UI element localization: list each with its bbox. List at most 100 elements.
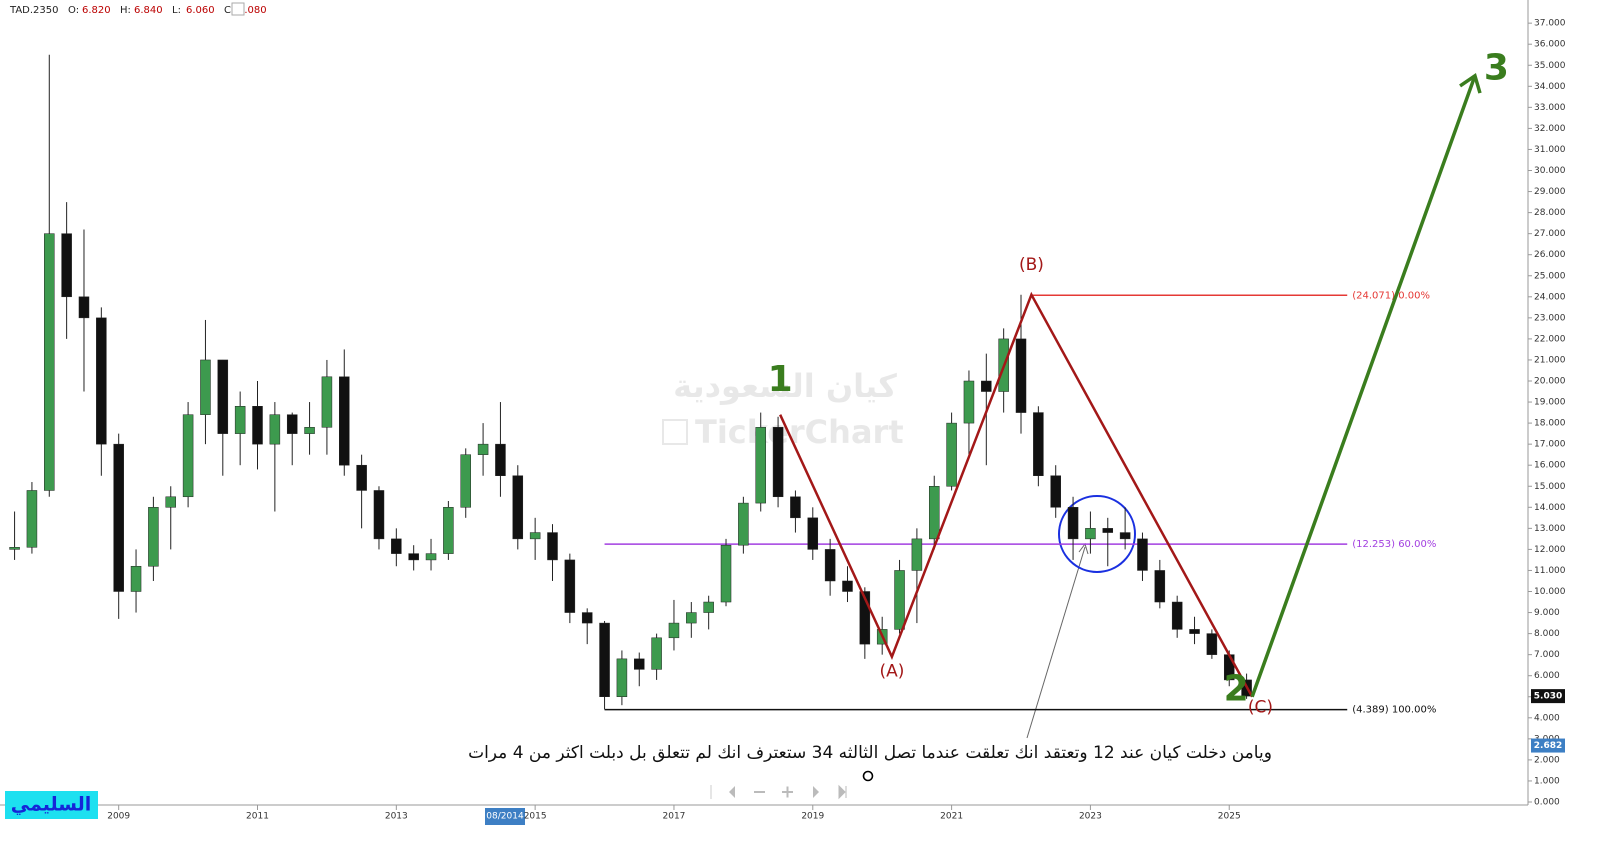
candle-body (911, 538, 923, 571)
y-tick-label: 10.000 (1534, 587, 1566, 597)
y-tick-label: 14.000 (1534, 503, 1566, 513)
wave-label: 3 (1484, 47, 1509, 88)
candle-body (252, 406, 263, 445)
nav-end[interactable] (838, 784, 847, 800)
y-tick-label: 22.000 (1534, 334, 1566, 344)
y-tick-label: 4.000 (1534, 713, 1560, 723)
candle-body (460, 454, 471, 508)
nav-controls (710, 784, 847, 800)
x-tick-label: 2011 (246, 812, 269, 822)
candle-body (686, 612, 697, 624)
candle-body (1102, 528, 1114, 533)
candle-body (807, 517, 819, 550)
y-tick-label: 8.000 (1534, 629, 1560, 639)
y-tick-label: 21.000 (1534, 355, 1566, 365)
candle-body (148, 507, 159, 567)
wave-label: (C) (1248, 697, 1273, 717)
y-tick-label: 26.000 (1534, 250, 1566, 260)
candle-body (9, 547, 20, 550)
candle-body (963, 380, 975, 424)
author-box (5, 791, 98, 819)
candle-body (772, 427, 784, 498)
y-tick-label: 30.000 (1534, 166, 1566, 176)
candle-body (304, 427, 315, 434)
x-tick-label: 2019 (801, 812, 824, 822)
date-badge: 08/2014 (486, 812, 524, 822)
candle-body (1154, 570, 1166, 603)
y-tick-label: 16.000 (1534, 461, 1566, 471)
annotation: ويامن دخلت كيان عند 12 وتعتقد انك تعلقت … (468, 743, 1272, 763)
y-tick-label: 25.000 (1534, 271, 1566, 281)
candle-body (720, 544, 732, 603)
candle-body (824, 549, 836, 582)
candle-body (1119, 532, 1131, 540)
candle-body (703, 601, 714, 613)
ohlc-value: 6.820 (82, 5, 111, 16)
watermark: كيان السعودية TickerChart (662, 367, 904, 451)
nav-right[interactable] (813, 786, 819, 798)
wave-label: 2 (1224, 668, 1249, 709)
candle-body (755, 427, 766, 504)
price-badge-label: 5.030 (1534, 692, 1562, 702)
y-tick-label: 11.000 (1534, 566, 1566, 576)
annotation-pointer (1026, 546, 1086, 739)
y-tick-label: 17.000 (1534, 440, 1566, 450)
y-tick-label: 32.000 (1534, 124, 1566, 134)
fib-label: (24.071) 0.00% (1352, 290, 1430, 301)
y-tick-label: 13.000 (1534, 524, 1566, 534)
price-badge-label: 2.682 (1534, 741, 1562, 751)
y-tick-label: 27.000 (1534, 229, 1566, 239)
y-tick-label: 35.000 (1534, 61, 1566, 71)
candle-body (1206, 633, 1218, 655)
candle-body (1015, 338, 1027, 413)
impulse-wave (1250, 75, 1477, 698)
y-tick-label: 9.000 (1534, 608, 1560, 618)
candle-body (581, 612, 593, 624)
candle-body (1189, 629, 1200, 634)
wave-label: 1 (768, 359, 793, 400)
fib-label: (12.253) 60.00% (1352, 539, 1436, 550)
candle-body (286, 414, 298, 434)
ohlc-value: 6.080 (238, 5, 267, 16)
x-tick-label: 2009 (107, 812, 130, 822)
candle-body (946, 422, 957, 487)
candle-body (200, 359, 211, 415)
y-tick-label: 29.000 (1534, 187, 1566, 197)
nav-left[interactable] (729, 786, 735, 798)
candle-body (1033, 412, 1044, 476)
candle-body (443, 507, 454, 554)
candle-body (512, 475, 524, 540)
y-tick-label: 2.000 (1534, 755, 1560, 765)
candle-body (928, 486, 940, 540)
candle-body (1050, 475, 1061, 508)
y-tick-label: 1.000 (1534, 776, 1560, 786)
y-tick-label: 33.000 (1534, 103, 1566, 113)
dot-marker (862, 770, 874, 782)
candle-body (182, 414, 194, 498)
y-tick-label: 24.000 (1534, 292, 1566, 302)
candle-body (529, 532, 541, 540)
candle-body (44, 233, 55, 491)
candle-body (790, 496, 801, 519)
x-tick-label: 2021 (940, 812, 963, 822)
nav-zoom-out[interactable] (754, 791, 765, 793)
candle-body (61, 233, 72, 298)
candle-body (26, 490, 38, 548)
y-tick-label: 18.000 (1534, 419, 1566, 429)
ohlc-name: O: (68, 5, 79, 16)
ohlc-name: C: (224, 5, 234, 16)
symbol: TAD.2350 (9, 5, 59, 16)
date-badge-box (485, 808, 525, 825)
candle-body (651, 637, 662, 670)
nav-zoom-in[interactable] (782, 786, 793, 798)
candle-body (96, 317, 107, 445)
candle-body (564, 559, 576, 613)
watermark-text: كيان السعودية (673, 367, 897, 405)
header-button[interactable] (231, 2, 245, 16)
ohlc-name: H: (120, 5, 131, 16)
candle-body (738, 502, 749, 546)
y-tick-label: 36.000 (1534, 40, 1566, 50)
abc-wave (779, 291, 1254, 698)
candle-body (425, 553, 437, 561)
